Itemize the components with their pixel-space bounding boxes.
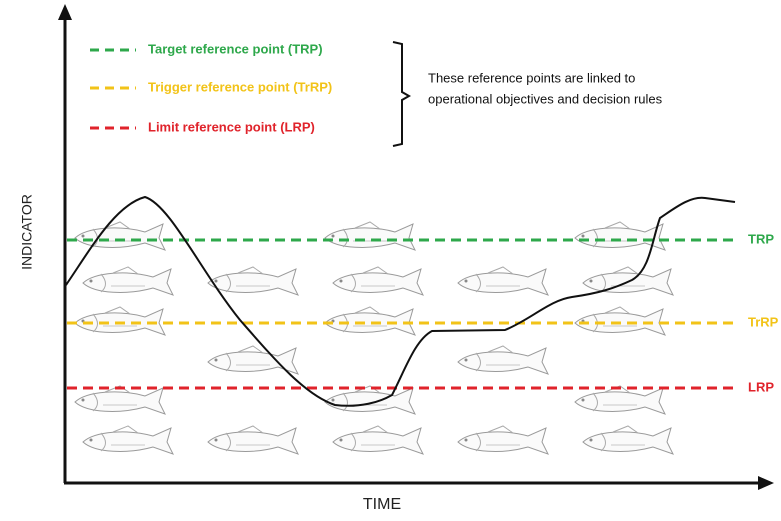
fish xyxy=(208,426,298,454)
reference-label: TRP xyxy=(748,231,774,246)
y-axis-title: INDICATOR xyxy=(19,194,35,270)
fish xyxy=(325,307,415,335)
y-axis-arrow xyxy=(58,4,72,20)
reference-label: TrRP xyxy=(748,314,779,329)
legend-label: Limit reference point (LRP) xyxy=(148,119,315,134)
fish xyxy=(75,386,165,414)
legend-label: Target reference point (TRP) xyxy=(148,41,323,56)
fish xyxy=(575,307,665,335)
fish-school xyxy=(75,222,673,454)
legend-label: Trigger reference point (TrRP) xyxy=(148,79,332,94)
fish xyxy=(83,426,173,454)
fish xyxy=(208,267,298,295)
fish xyxy=(75,222,165,250)
note-line: operational objectives and decision rule… xyxy=(428,91,663,106)
fish xyxy=(458,267,548,295)
indicator-curve xyxy=(66,197,735,406)
x-axis-arrow xyxy=(758,476,774,490)
diagram: INDICATOR TIME These reference points ar… xyxy=(0,0,781,516)
bracket xyxy=(393,42,409,146)
fish xyxy=(75,307,165,335)
fish xyxy=(333,426,423,454)
reference-label: LRP xyxy=(748,379,774,394)
fish xyxy=(83,267,173,295)
fish xyxy=(458,426,548,454)
page: INDICATOR TIME These reference points ar… xyxy=(0,0,781,521)
fish xyxy=(575,386,665,414)
fish xyxy=(458,346,548,374)
note-line: These reference points are linked to xyxy=(428,70,635,85)
fish xyxy=(325,386,415,414)
fish xyxy=(325,222,415,250)
fish xyxy=(583,426,673,454)
x-axis-title: TIME xyxy=(363,496,401,513)
fish xyxy=(333,267,423,295)
